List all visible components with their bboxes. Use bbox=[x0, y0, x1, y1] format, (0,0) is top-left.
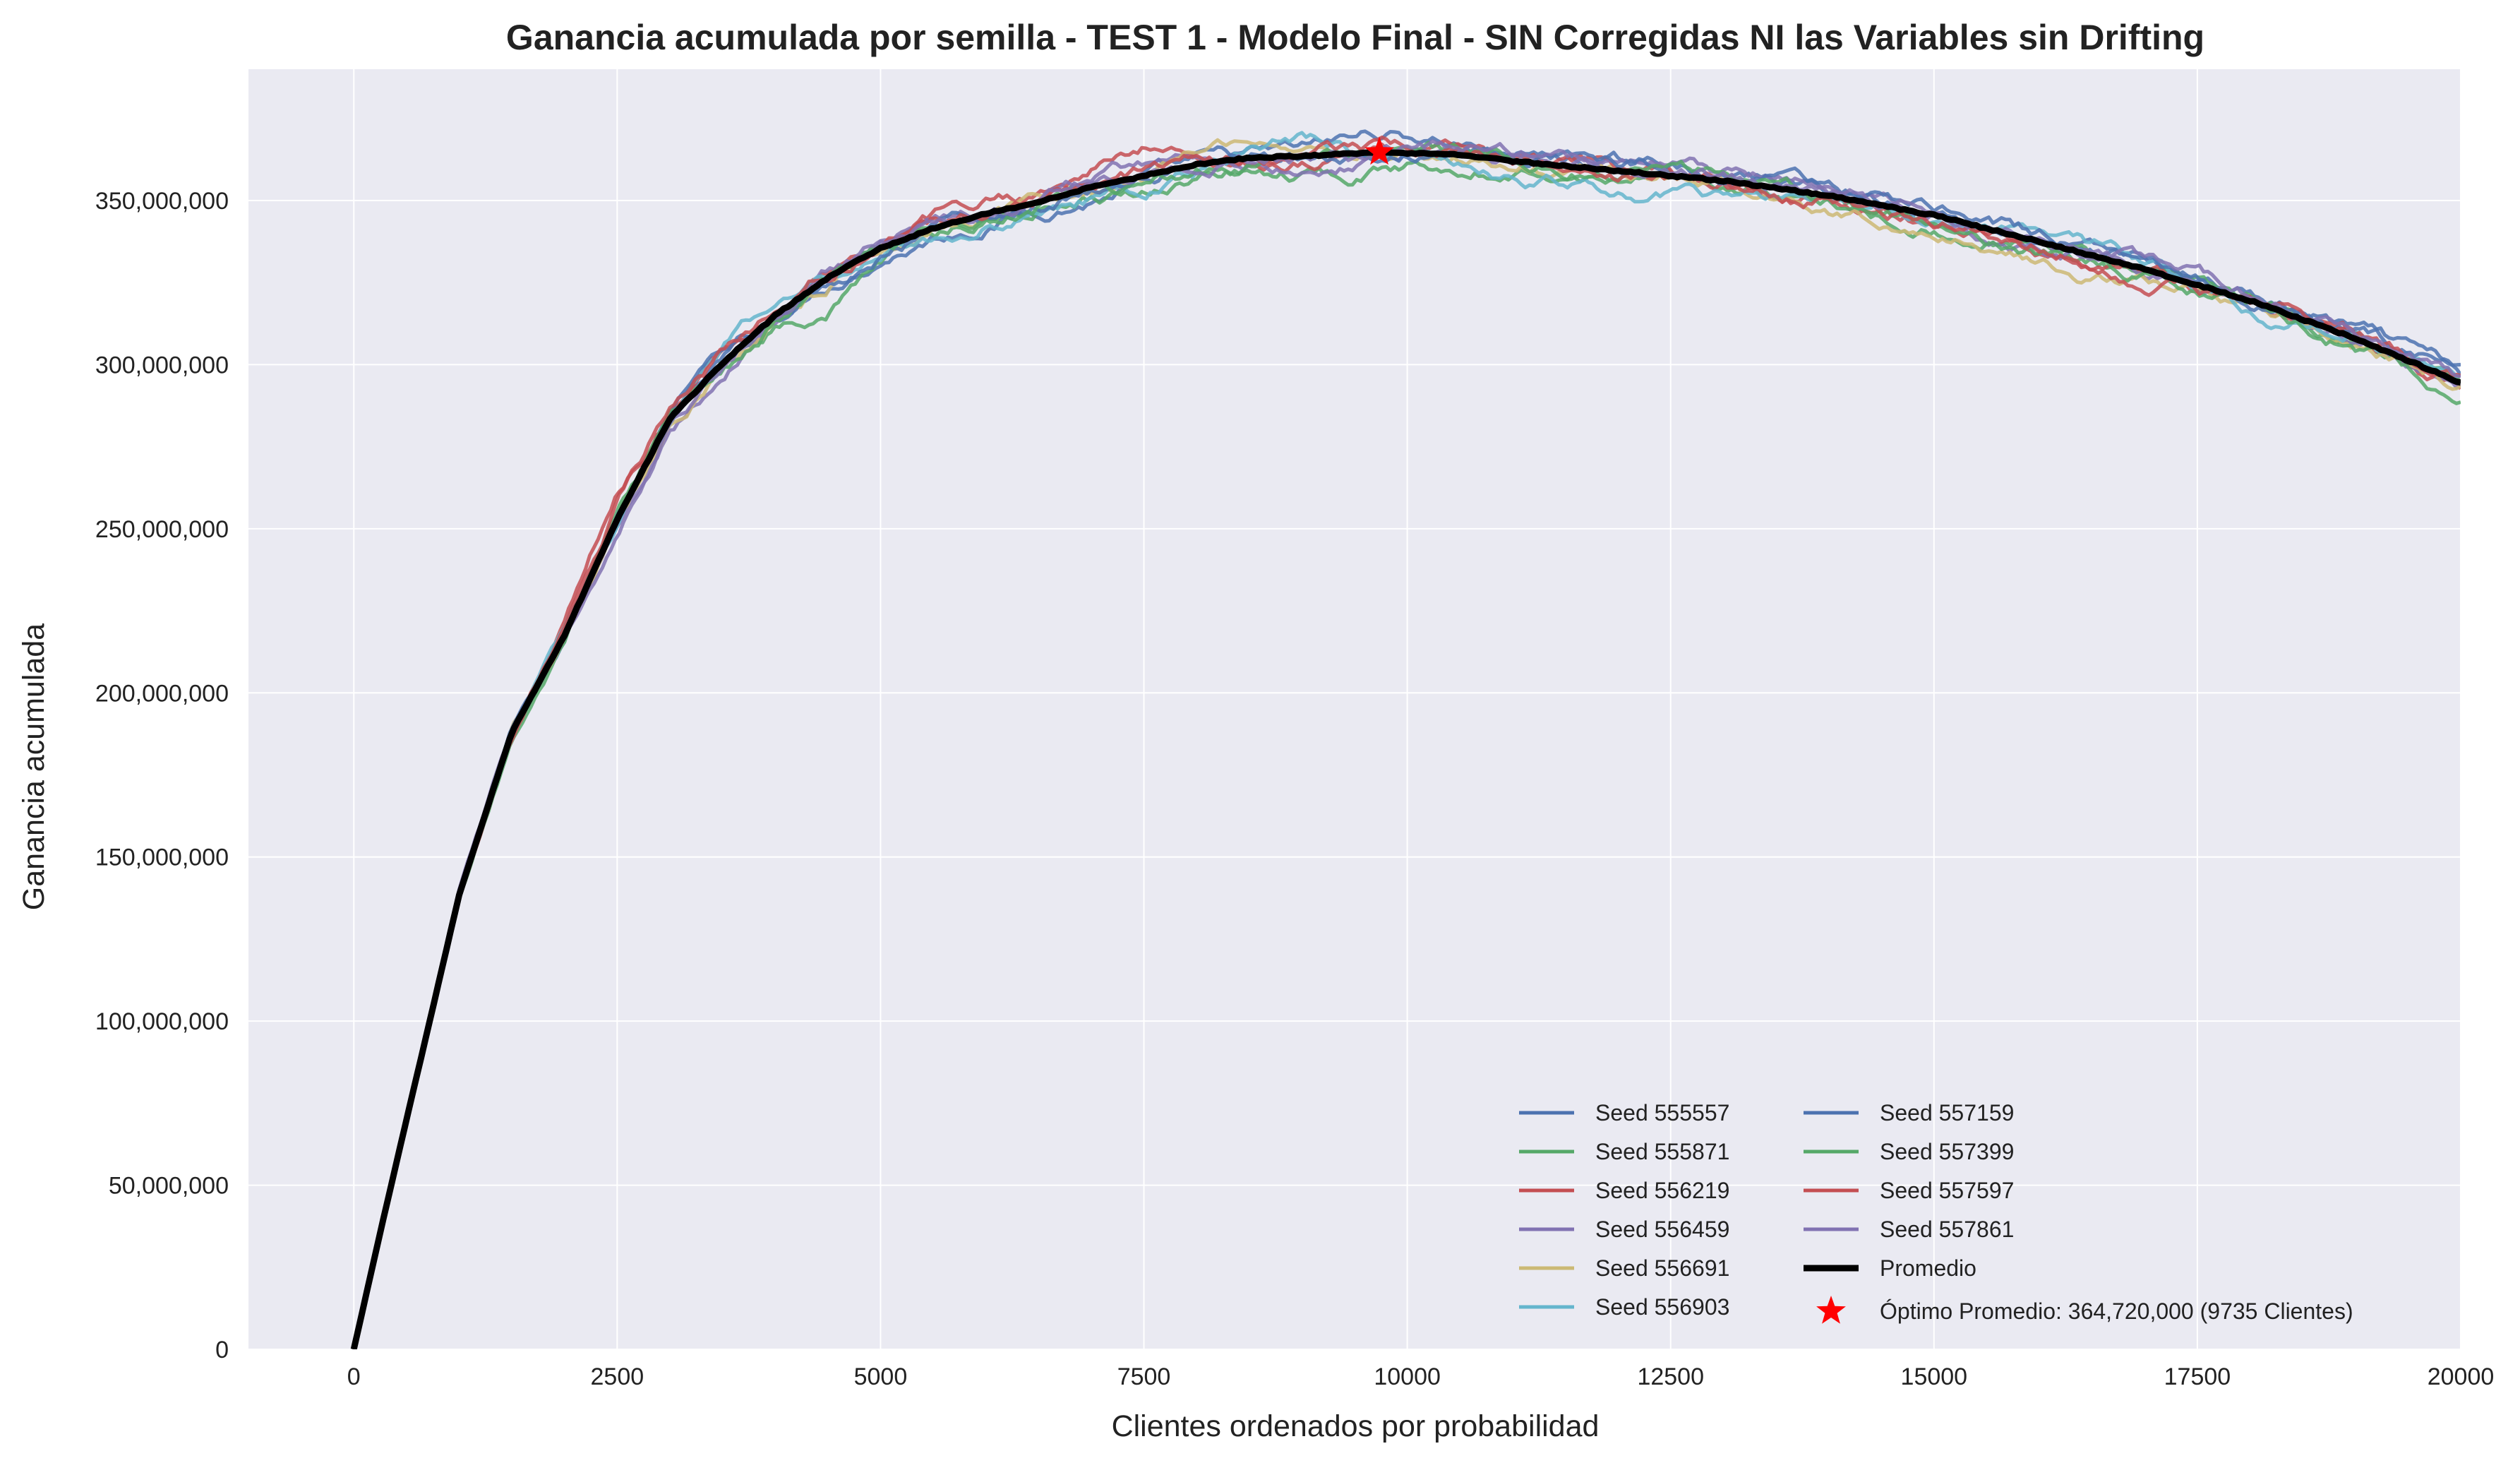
y-tick-label: 350,000,000 bbox=[95, 188, 229, 215]
series-line-promedio bbox=[350, 148, 2461, 1349]
x-tick-label: 10000 bbox=[1374, 1363, 1441, 1390]
x-tick-label: 0 bbox=[347, 1363, 361, 1390]
optimum-marker bbox=[1364, 136, 1394, 165]
y-tick-label: 300,000,000 bbox=[95, 352, 229, 378]
legend-entry: Seed 557597 bbox=[1880, 1178, 2014, 1203]
legend-entry: Seed 555871 bbox=[1595, 1139, 1729, 1164]
y-axis-ticks: 0 50,000,000 100,000,000 150,000,000 200,000… bbox=[95, 188, 229, 1363]
legend-entry: Seed 556691 bbox=[1595, 1255, 1729, 1281]
x-axis-label: Clientes ordenados por probabilidad bbox=[1112, 1409, 1600, 1443]
series-line bbox=[352, 146, 2461, 1349]
x-tick-label: 7500 bbox=[1117, 1363, 1171, 1390]
y-tick-label: 250,000,000 bbox=[95, 516, 229, 543]
x-tick-label: 17500 bbox=[2164, 1363, 2231, 1390]
y-tick-label: 50,000,000 bbox=[109, 1173, 229, 1200]
x-tick-label: 2500 bbox=[591, 1363, 644, 1390]
plot-area bbox=[248, 69, 2461, 1350]
legend-optimum-marker bbox=[1816, 1296, 1846, 1324]
optimum-layer bbox=[1364, 136, 1394, 165]
series-line bbox=[352, 135, 2461, 1349]
y-axis-label: Ganancia acumulada bbox=[17, 623, 51, 910]
plot-background bbox=[248, 69, 2461, 1349]
y-tick-label: 0 bbox=[215, 1337, 229, 1363]
x-axis-ticks: 0 2500 5000 7500 10000 12500 15000 17500 20000 bbox=[347, 1363, 2494, 1390]
legend-entry: Seed 556219 bbox=[1595, 1178, 1729, 1203]
chart-title: Ganancia acumulada por semilla - TEST 1 … bbox=[506, 18, 2204, 57]
legend-entry: Seed 557861 bbox=[1880, 1217, 2014, 1242]
x-tick-label: 20000 bbox=[2428, 1363, 2495, 1390]
x-tick-label: 5000 bbox=[854, 1363, 908, 1390]
legend-entry: Seed 555557 bbox=[1595, 1100, 1729, 1125]
legend-entry: Seed 557159 bbox=[1880, 1100, 2014, 1125]
legend-entry-optimum: Óptimo Promedio: 364,720,000 (9735 Clien… bbox=[1880, 1298, 2353, 1324]
legend-entry: Seed 557399 bbox=[1880, 1139, 2014, 1164]
y-tick-label: 150,000,000 bbox=[95, 844, 229, 871]
x-tick-label: 15000 bbox=[1901, 1363, 1968, 1390]
y-tick-label: 100,000,000 bbox=[95, 1008, 229, 1035]
series-layer bbox=[350, 129, 2461, 1349]
legend-entry: Promedio bbox=[1880, 1255, 1976, 1281]
legend-entry: Seed 556459 bbox=[1595, 1217, 1729, 1242]
x-tick-label: 12500 bbox=[1637, 1363, 1704, 1390]
legend: Seed 555557 Seed 555871 Seed 556219 Seed 55… bbox=[1519, 1100, 2353, 1324]
y-tick-label: 200,000,000 bbox=[95, 680, 229, 707]
legend-entry: Seed 556903 bbox=[1595, 1294, 1729, 1320]
